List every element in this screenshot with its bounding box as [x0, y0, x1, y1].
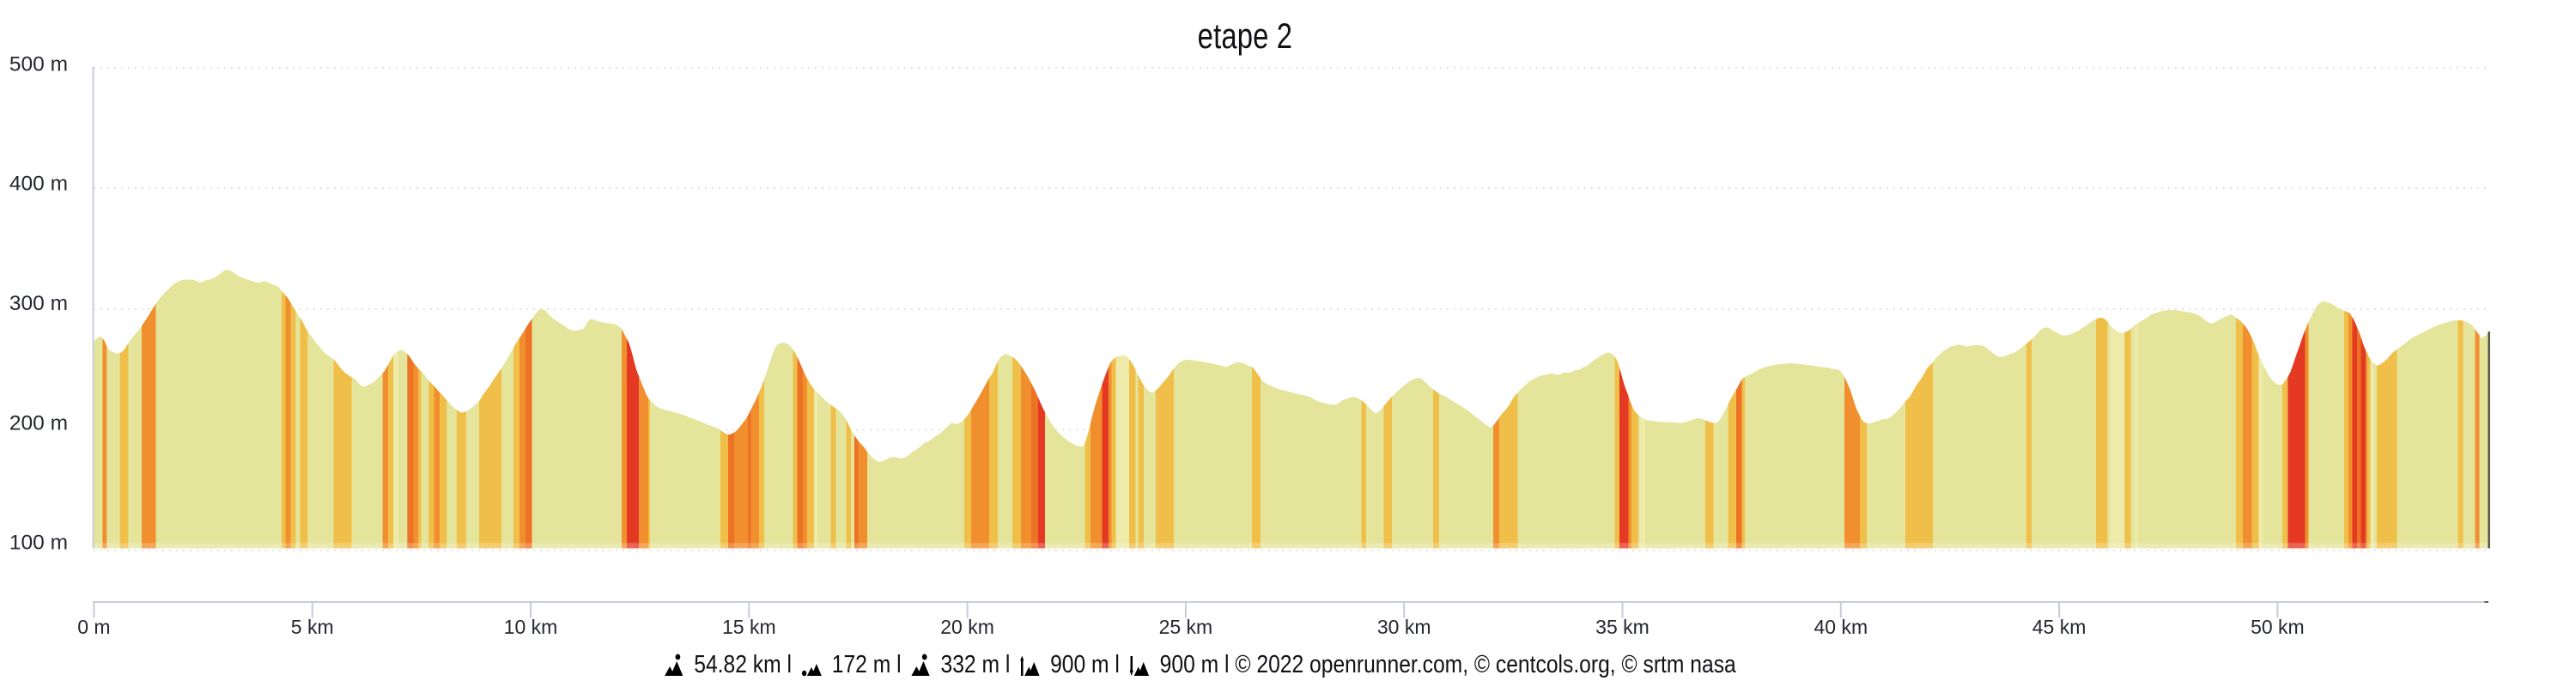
svg-text:300 m: 300 m [9, 292, 68, 315]
svg-text:30 km: 30 km [1377, 616, 1431, 638]
svg-text:50 km: 50 km [2251, 616, 2305, 638]
svg-text:500 m: 500 m [9, 52, 68, 76]
svg-text:10 km: 10 km [504, 616, 558, 638]
svg-text:40 km: 40 km [1814, 616, 1868, 638]
svg-text:400 m: 400 m [9, 173, 68, 196]
svg-text:0 m: 0 m [77, 616, 110, 638]
svg-text:45 km: 45 km [2032, 616, 2087, 638]
svg-text:20 km: 20 km [940, 616, 994, 638]
svg-text:25 km: 25 km [1159, 616, 1213, 638]
svg-text:35 km: 35 km [1595, 616, 1649, 638]
svg-text:15 km: 15 km [722, 616, 776, 638]
svg-text:200 m: 200 m [9, 411, 68, 435]
svg-text:100 m: 100 m [9, 532, 68, 555]
svg-text:5 km: 5 km [291, 616, 334, 638]
